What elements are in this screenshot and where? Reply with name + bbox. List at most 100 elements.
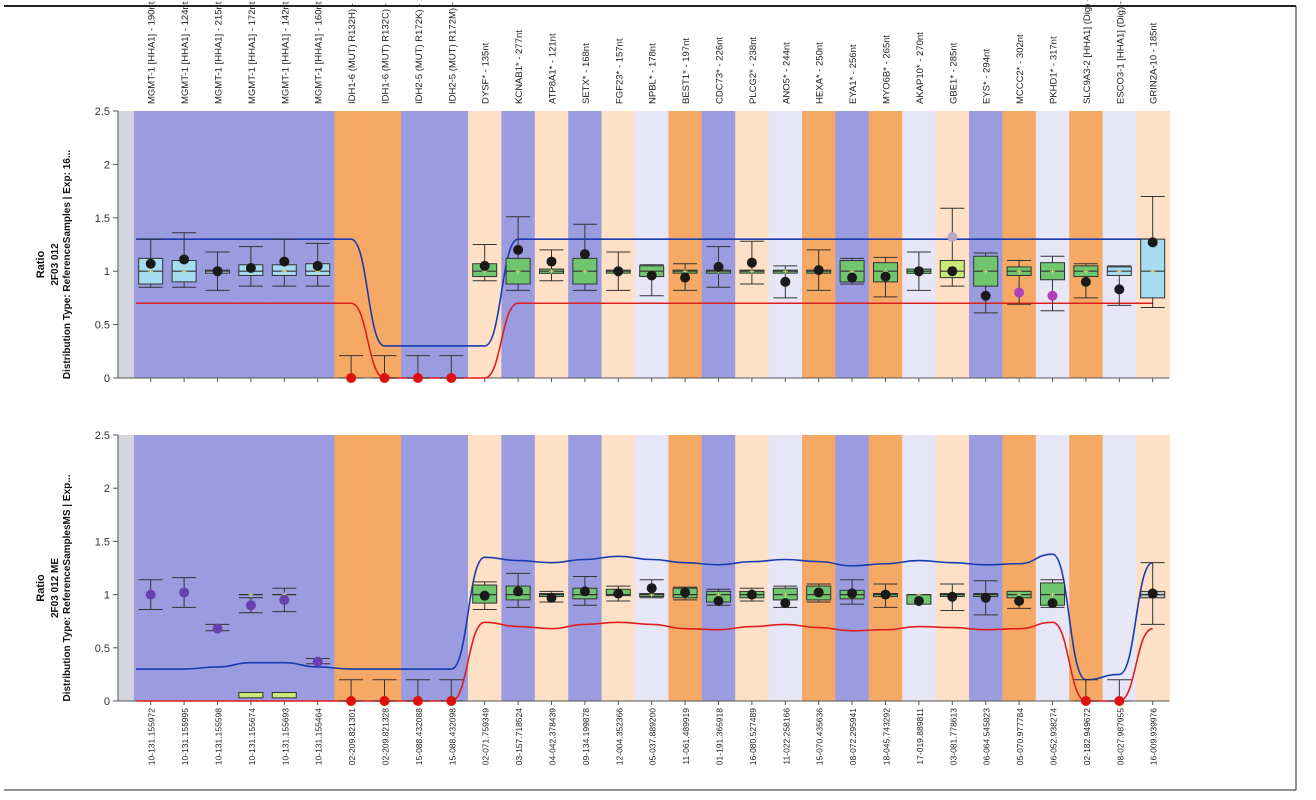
probe-label: NPBL* - 178nt — [648, 43, 659, 104]
probe-label: IDH1-6 (MUT) R132C) - 225nt — [381, 0, 392, 104]
probe-position-label: 10-131.155693 — [280, 708, 290, 765]
band-26 — [1002, 435, 1037, 701]
probe-position-label: 10-131.155464 — [314, 708, 324, 765]
ratio-dot — [980, 290, 991, 301]
median-marker: + — [782, 267, 788, 278]
probe-position-label: 05-037.889200 — [648, 708, 658, 765]
band-14 — [601, 111, 636, 378]
band-9 — [434, 435, 469, 701]
ratio-dot — [479, 590, 490, 601]
probe-label: MCCC2* - 302nt — [1015, 34, 1026, 104]
median-marker: + — [281, 267, 287, 278]
box — [271, 691, 297, 699]
band-13 — [568, 435, 603, 701]
band-3 — [234, 111, 269, 378]
ratio-dot — [179, 254, 190, 265]
ratio-dot — [245, 600, 256, 611]
probe-label: MGMT-1 [HHA1] - 160nt — [314, 1, 325, 104]
ratio-dot — [613, 266, 624, 277]
y-axis-title-line: Ratio — [35, 574, 47, 602]
band-26 — [1002, 111, 1037, 378]
ratio-dot — [513, 244, 524, 255]
ratio-dot — [913, 595, 924, 606]
probe-label: BEST1* - 197nt — [681, 38, 692, 104]
band-19 — [768, 111, 803, 378]
band-20 — [802, 435, 836, 701]
y-tick-label: 0 — [104, 373, 110, 385]
y-axis-title-line: Distribution Type: ReferenceSamplesMS | … — [62, 474, 73, 701]
ratio-dot — [913, 266, 924, 277]
ratio-dot — [947, 266, 958, 277]
y-tick-label: 1.5 — [95, 213, 110, 225]
probe-label: MGMT-1 [HHA1] - 190nt — [147, 1, 158, 104]
ratio-dot — [613, 588, 624, 599]
probe-position-label: 12-004.352366 — [614, 708, 624, 765]
median-marker: + — [582, 267, 588, 278]
lower-limit-line — [136, 621, 1153, 702]
probe-position-label: 02-182.949672 — [1082, 708, 1092, 765]
ratio-dot — [546, 592, 557, 603]
y-tick-label: 0.5 — [95, 643, 110, 655]
band-10 — [468, 435, 502, 701]
probe-label: HEXA* - 250nt — [815, 42, 826, 104]
probe-label: ANO5* - 244nt — [781, 42, 792, 104]
median-marker: + — [148, 267, 154, 278]
y-tick-label: 1 — [104, 590, 110, 602]
band-17 — [701, 435, 736, 701]
band-2 — [200, 435, 235, 701]
ratio-dot — [680, 272, 691, 283]
y-tick-label: 0 — [104, 696, 110, 708]
probe-position-label: 11-061.489919 — [681, 708, 691, 765]
y-axis-title-line: Distribution Type: ReferenceSamples | Ex… — [62, 150, 73, 380]
band-28 — [1069, 111, 1104, 378]
ratio-dot — [980, 592, 991, 603]
probe-label: IDH2-5 (MUT) R172K) - 145nt — [414, 0, 425, 104]
probe-label: FGF23* - 157nt — [614, 38, 625, 104]
ratio-dot — [746, 257, 757, 268]
band-27 — [1035, 111, 1070, 378]
median-marker: + — [181, 267, 187, 278]
ratio-dot — [713, 261, 724, 272]
band-8 — [401, 111, 436, 378]
ratio-dot — [1047, 598, 1058, 609]
band-6 — [334, 111, 369, 378]
ratio-dot — [746, 589, 757, 600]
probe-label: ATP8A1* - 121nt — [548, 33, 559, 104]
probe-position-label: 10-131.155995 — [180, 708, 190, 765]
median-marker: + — [549, 267, 555, 278]
y-tick-label: 2.5 — [95, 106, 110, 118]
ratio-dot — [212, 623, 223, 634]
y-axis-title-line: 2F03 012 ME — [50, 558, 61, 618]
zero-ratio-dot — [379, 696, 390, 706]
band-23 — [902, 111, 937, 378]
probe-position-label: 08-027.987955 — [1115, 708, 1125, 765]
reference-dot — [947, 232, 958, 243]
band-15 — [635, 111, 669, 378]
ratio-dot — [279, 594, 290, 605]
probe-position-label: 02-209.821328 — [381, 708, 391, 765]
ratio-dot — [880, 589, 891, 600]
band-21 — [835, 111, 870, 378]
y-tick-label: 2 — [104, 483, 110, 495]
zero-ratio-dot — [446, 373, 457, 383]
y-axis-title-line: 2F03 012 — [50, 243, 61, 286]
probe-position-label: 06-064.545823 — [982, 708, 992, 765]
ratio-dot — [179, 587, 190, 598]
band-7 — [367, 435, 402, 701]
ratio-dot — [579, 249, 590, 260]
median-marker: + — [315, 267, 321, 278]
ratio-dot — [1147, 588, 1158, 599]
median-marker: + — [716, 267, 722, 278]
band-20 — [802, 111, 836, 378]
ratio-dot — [780, 276, 791, 287]
band-margin — [118, 435, 134, 701]
band-29 — [1102, 435, 1137, 701]
band-16 — [668, 111, 703, 378]
band-15 — [635, 435, 669, 701]
ratio-dot — [847, 272, 858, 283]
probe-label: MGMT-1 [HHA1] - 124nt — [180, 1, 191, 104]
ratio-dot — [646, 583, 657, 594]
probe-position-label: 02-209.821301 — [347, 708, 357, 765]
probe-label: EYA1* - 256nt — [848, 44, 859, 104]
